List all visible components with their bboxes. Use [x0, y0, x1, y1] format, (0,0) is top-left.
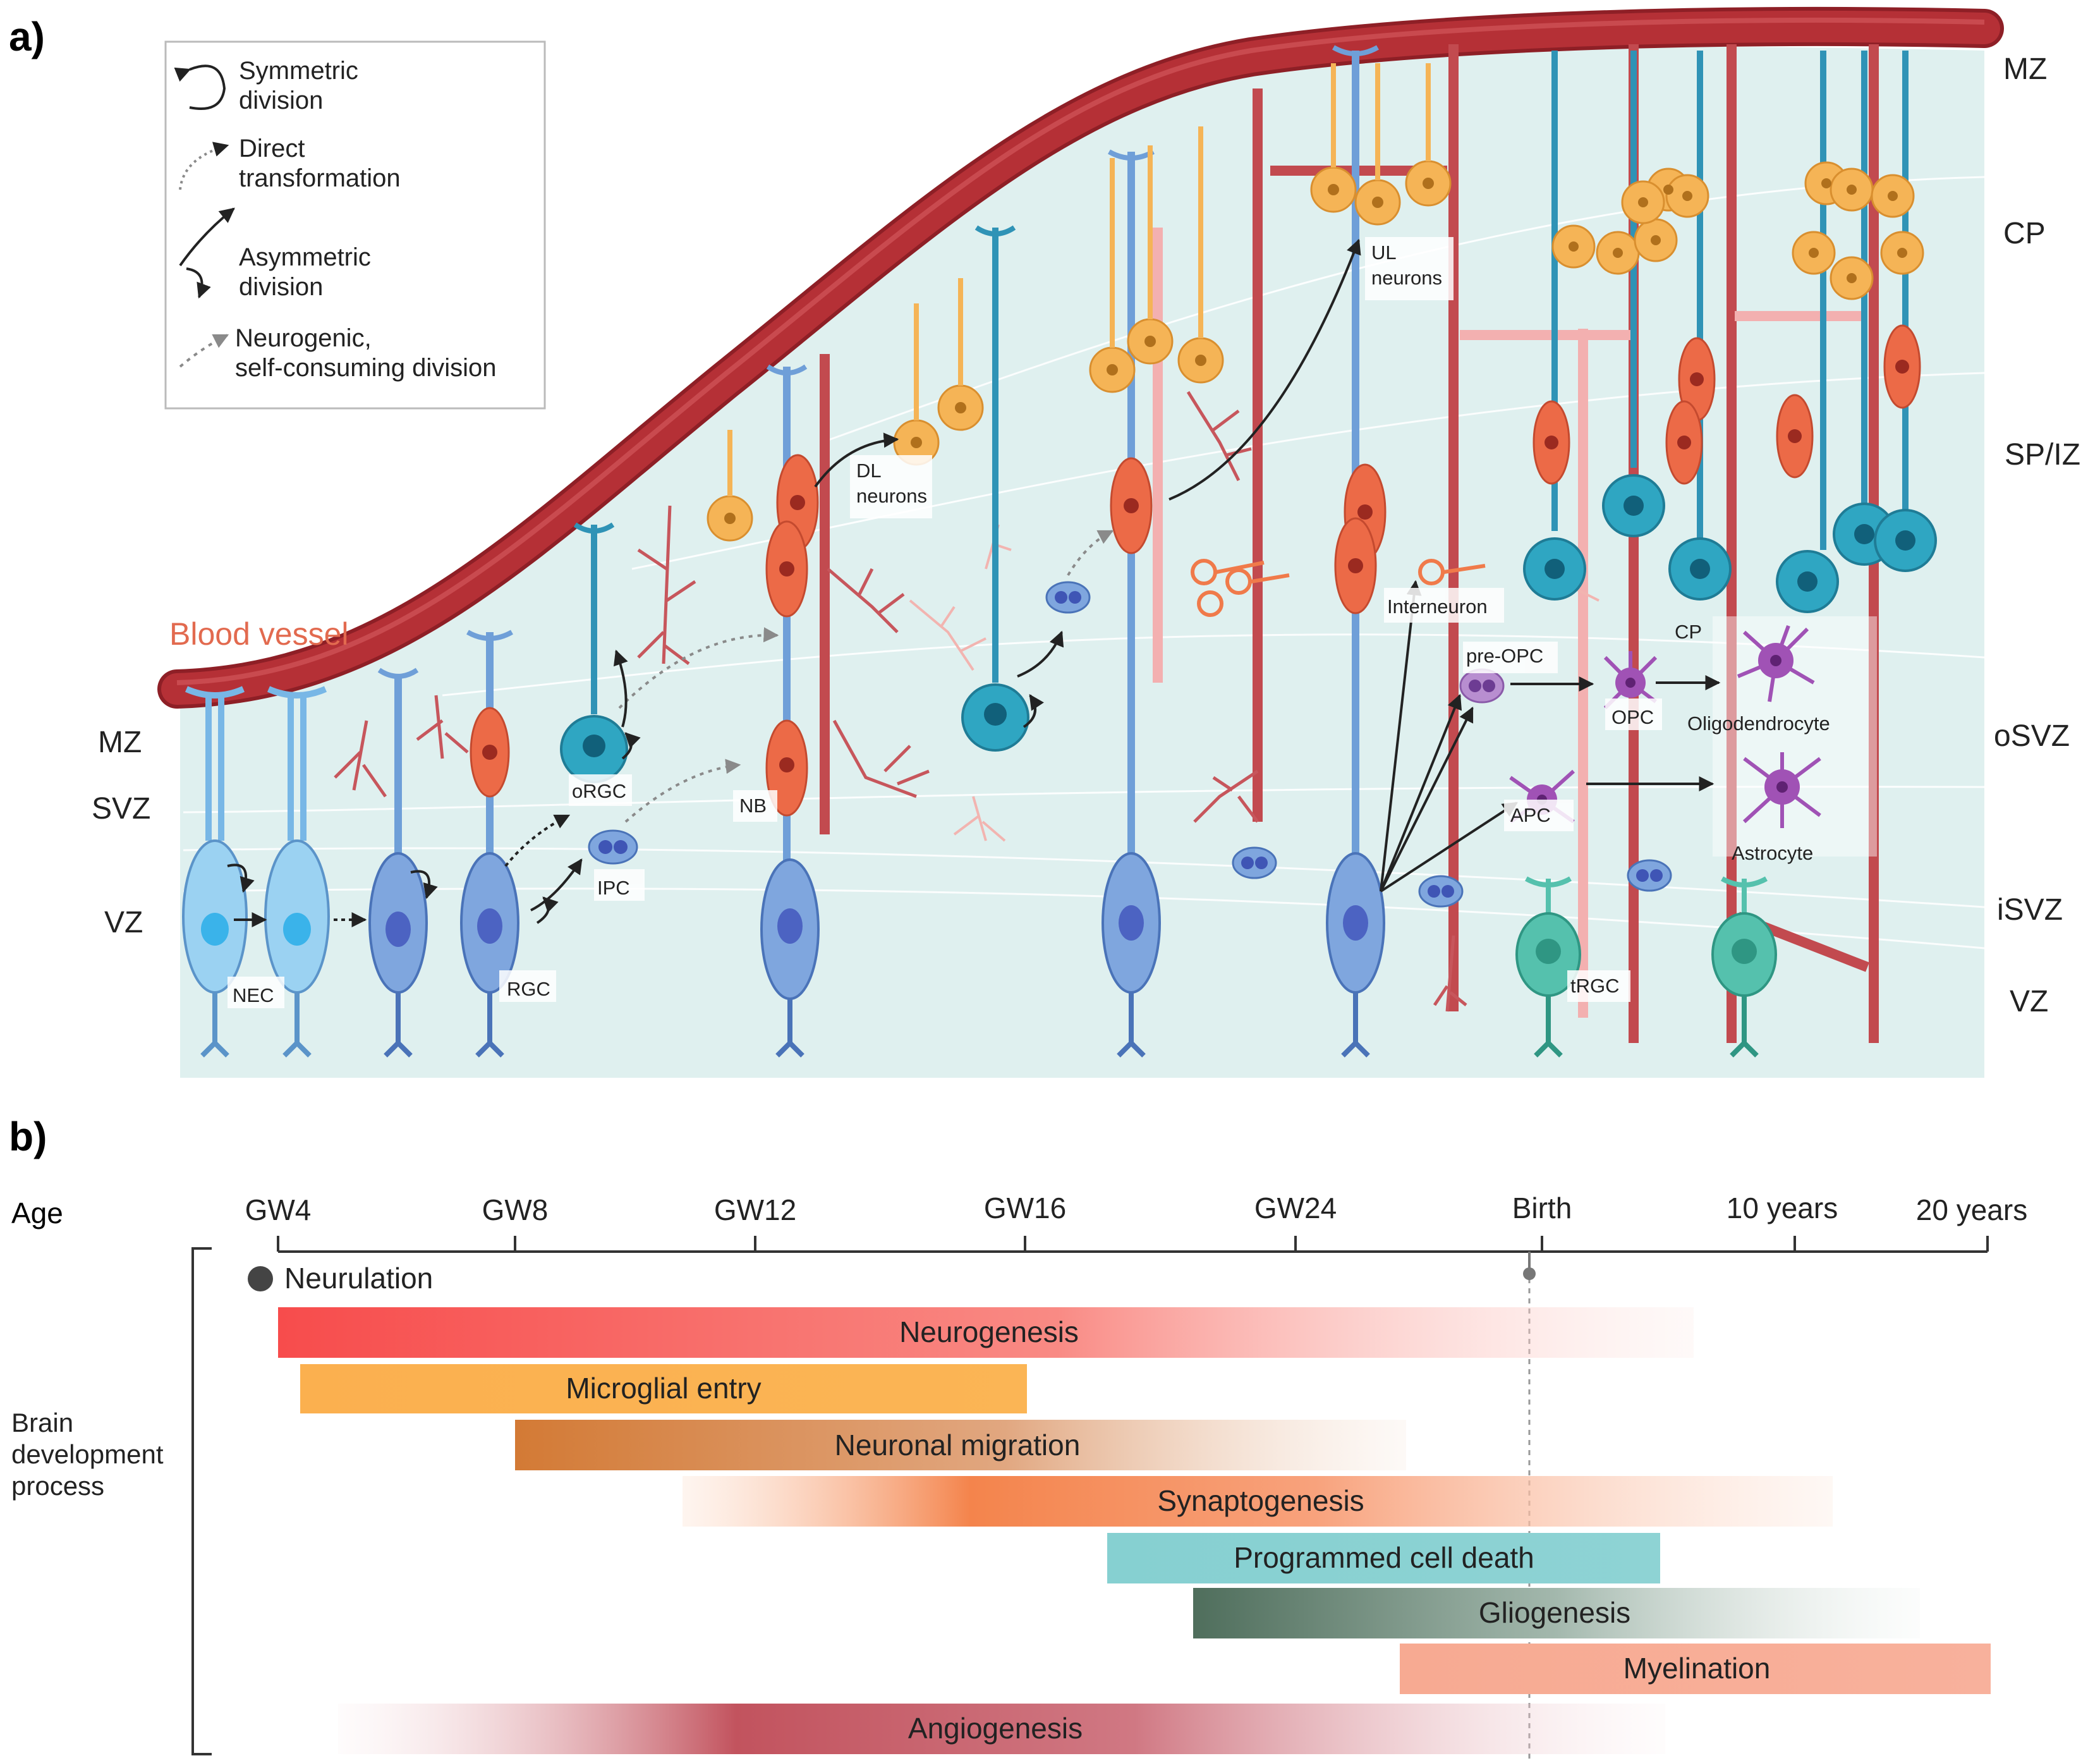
pre-opc-cell: [1459, 668, 1505, 704]
oligodendrocyte-label: Oligodendrocyte: [1687, 712, 1830, 735]
ul-neurons-label-line2: neurons: [1371, 267, 1442, 289]
nec-nucleus: [201, 913, 229, 946]
blood-vessel: [161, 11, 2000, 705]
zone-cp-right: CP: [2003, 217, 2046, 250]
tick-gw12: GW12: [714, 1193, 796, 1226]
lineage-arrows: [227, 238, 1721, 927]
direct-transformation-icon: [179, 142, 229, 190]
zone-isvz-right: iSVZ: [1997, 893, 2063, 927]
legend-neurogenic-line2: self-consuming division: [235, 354, 497, 382]
ipc-cell: [588, 829, 638, 865]
neuron-dendrites: [727, 63, 1431, 496]
tick-gw4: GW4: [245, 1193, 312, 1226]
pre-opc-label: pre-OPC: [1466, 645, 1543, 667]
label-gliogenesis: Gliogenesis: [1479, 1596, 1630, 1629]
category-label-line3: process: [11, 1471, 104, 1501]
ipc-cells: [588, 581, 1672, 908]
tick-10-years: 10 years: [1727, 1192, 1838, 1224]
trgc-label: tRGC: [1570, 975, 1620, 997]
asymmetric-division-icon: [186, 267, 211, 299]
legend-symmetric-line1: Symmetric: [239, 57, 358, 85]
blood-vessel-label: Blood vessel: [169, 616, 349, 652]
timeline-ticks: [277, 1236, 1989, 1252]
tick-gw24: GW24: [1254, 1192, 1337, 1224]
migrating-neurons: [470, 324, 1921, 817]
panel-a-label: a): [9, 14, 45, 59]
interneurons: [1191, 559, 1486, 617]
tick-20-years: 20 years: [1916, 1193, 2027, 1226]
astrocyte-label: Astrocyte: [1732, 842, 1813, 864]
bar-synaptogenesis: [683, 1476, 1833, 1527]
bar-neurogenesis: [278, 1307, 1694, 1358]
category-bracket: [191, 1247, 212, 1755]
glial-cells: [1509, 616, 1877, 857]
interneuron-label: Interneuron: [1387, 595, 1488, 618]
label-programmed-cell-death: Programmed cell death: [1234, 1541, 1534, 1574]
rgc-label: RGC: [507, 978, 550, 1000]
neuron-nuclei: [724, 178, 1907, 524]
legend: Symmetric division Direct transformation…: [164, 40, 546, 410]
legend-neurogenic-line1: Neurogenic,: [235, 324, 372, 352]
apc-label: APC: [1510, 804, 1551, 826]
age-label: Age: [11, 1197, 63, 1229]
bar-programmed-cell-death: [1107, 1533, 1660, 1583]
zone-mz-right: MZ: [2003, 52, 2047, 86]
ul-neurons-label-line1: UL: [1371, 241, 1397, 264]
asymmetric-division-arrow-icon: [179, 207, 235, 267]
tick-birth: Birth: [1512, 1192, 1572, 1224]
zone-mz-left: MZ: [98, 726, 142, 759]
cp-cell-label: CP: [1675, 621, 1702, 643]
bar-angiogenesis: [338, 1704, 1665, 1754]
blood-vessel-highlight: [176, 18, 1985, 685]
nec-label: NEC: [233, 984, 274, 1006]
cell-label-pads: [228, 237, 1662, 1008]
zone-spiz-right: SP/IZ: [2005, 438, 2080, 472]
dl-neurons-label-line1: DL: [856, 460, 882, 482]
tick-gw16: GW16: [984, 1192, 1066, 1224]
bar-myelination: [1400, 1644, 1991, 1694]
label-synaptogenesis: Synaptogenesis: [1157, 1484, 1364, 1517]
category-label-line1: Brain: [11, 1408, 73, 1437]
category-label-line2: development: [11, 1439, 164, 1469]
capillary-branches: [334, 391, 1467, 1012]
orgc-label: oRGC: [572, 780, 626, 802]
opc-label: OPC: [1611, 706, 1654, 728]
faint-vessels: [1153, 228, 1867, 1018]
zone-vz-left: VZ: [104, 906, 143, 939]
legend-symmetric-line2: division: [239, 87, 323, 114]
bar-gliogenesis: [1193, 1588, 1920, 1638]
trgc-cells: [1515, 876, 1777, 1058]
legend-asymmetric-line1: Asymmetric: [239, 243, 371, 271]
zone-osvz-right: oSVZ: [1994, 719, 2070, 753]
tick-gw8: GW8: [482, 1193, 549, 1226]
bar-neuronal-migration: [515, 1420, 1406, 1470]
legend-asymmetric-line2: division: [239, 273, 323, 301]
nb-label: NB: [739, 795, 767, 817]
orgc-cells: [560, 51, 1937, 783]
legend-direct-line2: transformation: [239, 164, 401, 192]
legend-direct-line1: Direct: [239, 135, 305, 162]
bar-microglial-entry: [300, 1364, 1027, 1413]
nec-nucleus-2: [283, 913, 311, 946]
label-neuronal-migration: Neuronal migration: [835, 1429, 1081, 1461]
dl-neurons-label-line2: neurons: [856, 485, 927, 507]
zone-vz-right: VZ: [2010, 985, 2048, 1018]
neurogenic-division-icon: [179, 334, 229, 368]
ipc-label: IPC: [597, 877, 630, 899]
symmetric-division-icon: [174, 64, 226, 110]
zone-svz-left: SVZ: [92, 792, 150, 826]
panel-b-label: b): [9, 1114, 47, 1159]
label-myelination: Myelination: [1624, 1652, 1771, 1685]
neurulation-label: Neurulation: [284, 1262, 433, 1295]
label-microglial-entry: Microglial entry: [566, 1372, 761, 1405]
process-bars: [278, 1307, 1991, 1754]
neurulation-dot: [248, 1266, 273, 1291]
label-angiogenesis: Angiogenesis: [908, 1712, 1083, 1745]
label-neurogenesis: Neurogenesis: [899, 1315, 1079, 1348]
